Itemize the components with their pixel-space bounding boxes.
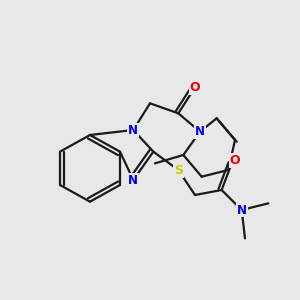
Text: N: N: [195, 125, 205, 138]
Text: O: O: [230, 154, 240, 166]
Text: N: N: [237, 203, 247, 217]
Text: O: O: [190, 81, 200, 94]
Text: N: N: [128, 124, 138, 136]
Text: N: N: [128, 173, 138, 187]
Text: S: S: [174, 164, 183, 176]
